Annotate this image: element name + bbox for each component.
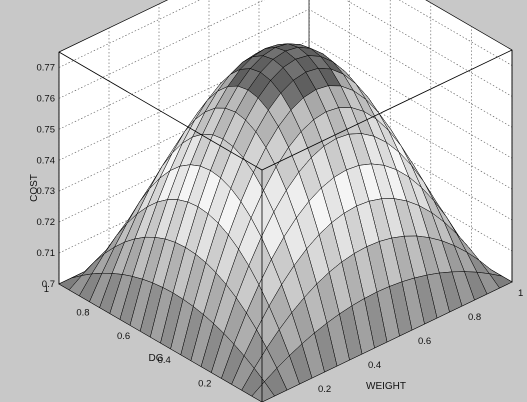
z-tick-label: 0.77 [37, 63, 56, 74]
x-tick-label: 1 [518, 288, 523, 299]
z-tick-label: 0.75 [37, 124, 56, 135]
z-axis-label: COST [29, 174, 40, 202]
x-tick-label: 0.6 [418, 336, 431, 347]
z-tick-label: 0.73 [37, 186, 56, 197]
x-tick-label: 0.8 [468, 312, 481, 323]
x-tick-label: 0.4 [368, 360, 381, 371]
z-tick-label: 0.76 [37, 93, 56, 104]
y-tick-label: 0.8 [76, 308, 89, 319]
surface-plot [58, 43, 513, 402]
y-tick-label: 0.4 [158, 355, 171, 366]
x-tick-label: 0.2 [318, 384, 331, 395]
y-tick-label: 0.6 [117, 331, 130, 342]
tick-labels: 0.70.710.720.730.740.750.760.7700.20.40.… [37, 63, 524, 396]
y-tick-label: 0.2 [198, 378, 211, 389]
surface-patch [251, 381, 275, 402]
z-tick-label: 0.71 [37, 248, 56, 259]
z-gridline [58, 0, 513, 68]
y-tick-label: 1 [44, 284, 49, 295]
y-axis-label: DG [149, 353, 164, 364]
z-tick-label: 0.72 [37, 217, 56, 228]
x-axis-label: WEIGHT [366, 381, 406, 392]
z-tick-label: 0.74 [37, 155, 56, 166]
z-gridline [58, 0, 513, 99]
z-tick-label: 0.7 [42, 279, 55, 290]
axes-front-layer [58, 49, 513, 402]
